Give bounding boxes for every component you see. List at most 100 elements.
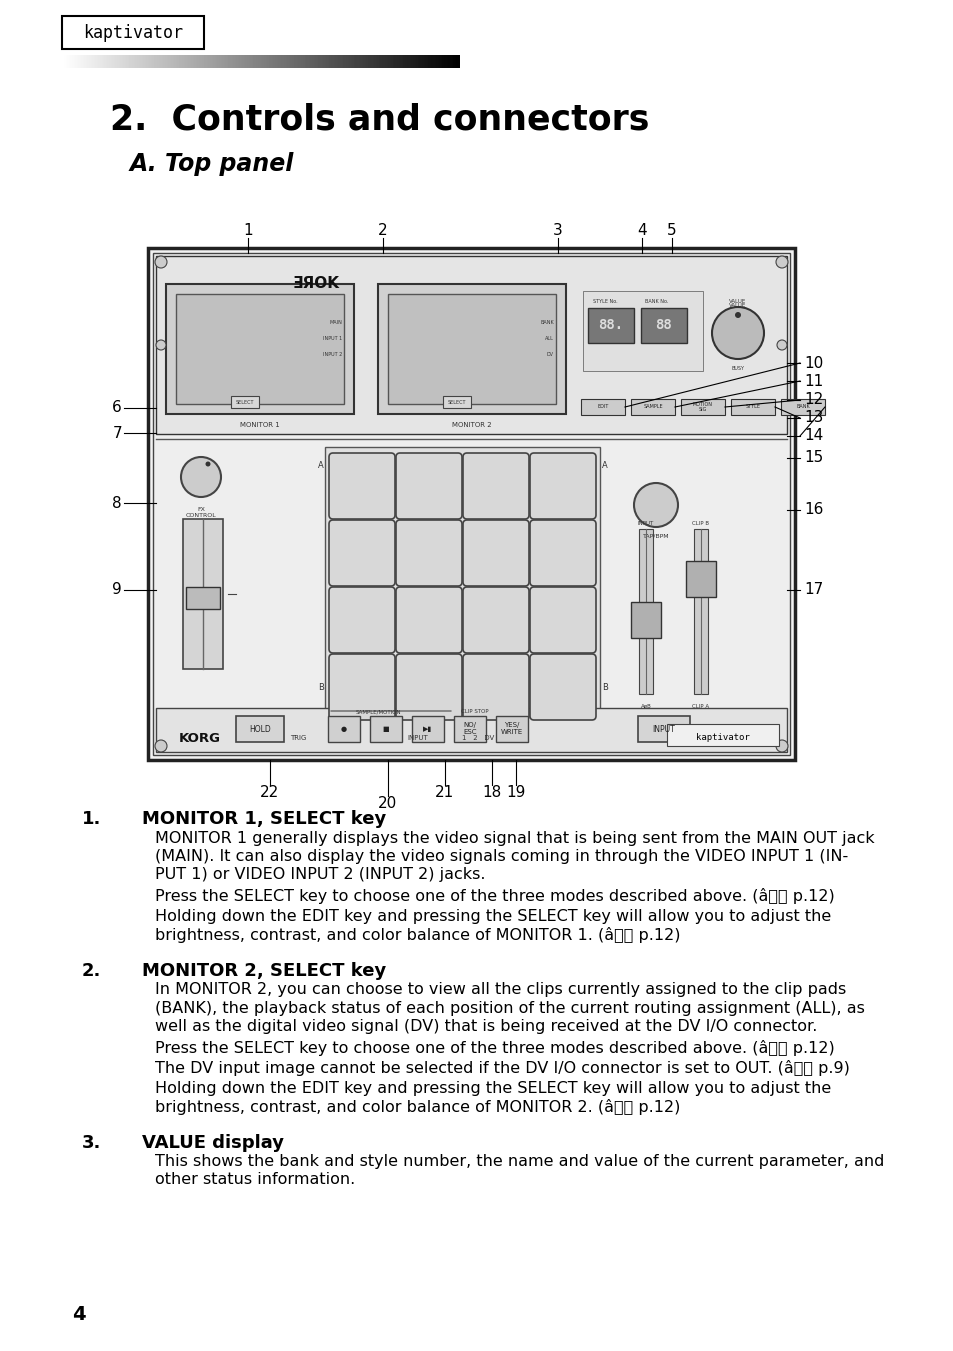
- FancyBboxPatch shape: [395, 654, 461, 720]
- Text: 2.: 2.: [82, 962, 101, 979]
- Text: Press the SELECT key to choose one of the three modes described above. (â p.12: Press the SELECT key to choose one of th…: [154, 1039, 834, 1055]
- Text: well as the digital video signal (DV) that is being received at the DV I/O conne: well as the digital video signal (DV) th…: [154, 1019, 817, 1034]
- Text: TRIG: TRIG: [290, 735, 306, 740]
- Text: 14: 14: [803, 428, 822, 443]
- Text: brightness, contrast, and color balance of MONITOR 1. (â p.12): brightness, contrast, and color balance …: [154, 927, 679, 943]
- Bar: [630, 601, 660, 638]
- Text: MONITOR 2, SELECT key: MONITOR 2, SELECT key: [142, 962, 386, 979]
- Text: Holding down the EDIT key and pressing the SELECT key will allow you to adjust t: Holding down the EDIT key and pressing t…: [154, 908, 830, 924]
- Text: 18: 18: [482, 785, 501, 800]
- FancyBboxPatch shape: [395, 586, 461, 653]
- Bar: [370, 716, 401, 742]
- Text: INPUT 2: INPUT 2: [322, 351, 341, 357]
- Text: PUT 1) or VIDEO INPUT 2 (INPUT 2) jacks.: PUT 1) or VIDEO INPUT 2 (INPUT 2) jacks.: [154, 867, 485, 882]
- Text: 15: 15: [803, 450, 822, 466]
- FancyBboxPatch shape: [530, 453, 596, 519]
- Bar: [62, 16, 204, 49]
- Text: (BANK), the playback status of each position of the current routing assignment (: (BANK), the playback status of each posi…: [154, 1001, 864, 1016]
- Circle shape: [775, 740, 787, 753]
- FancyBboxPatch shape: [462, 654, 529, 720]
- Text: ■: ■: [382, 725, 389, 732]
- Circle shape: [776, 340, 786, 350]
- Text: 16: 16: [803, 503, 822, 517]
- Bar: [587, 308, 634, 343]
- Text: MONITOR 1: MONITOR 1: [240, 422, 279, 428]
- FancyBboxPatch shape: [329, 520, 395, 586]
- Text: NO/
ESC: NO/ ESC: [463, 723, 476, 735]
- Text: B: B: [601, 682, 607, 692]
- Circle shape: [734, 312, 740, 317]
- Text: STYLE: STYLE: [744, 404, 760, 409]
- Bar: [377, 284, 565, 413]
- Text: SAMPLE: SAMPLE: [642, 404, 662, 409]
- Bar: [685, 561, 716, 597]
- FancyBboxPatch shape: [329, 453, 395, 519]
- Bar: [454, 716, 485, 742]
- Text: DV: DV: [546, 351, 554, 357]
- FancyBboxPatch shape: [462, 520, 529, 586]
- Text: SELECT: SELECT: [447, 400, 466, 404]
- Text: 22: 22: [260, 785, 279, 800]
- Text: ▶▮: ▶▮: [423, 725, 432, 732]
- Text: kaptivator: kaptivator: [696, 732, 749, 742]
- Bar: [388, 295, 556, 404]
- Text: 2.  Controls and connectors: 2. Controls and connectors: [110, 101, 649, 136]
- Circle shape: [205, 462, 211, 466]
- Text: kaptivator: kaptivator: [83, 23, 183, 42]
- Text: INPUT 1: INPUT 1: [322, 335, 341, 340]
- Text: EDIT: EDIT: [597, 404, 608, 409]
- Text: 8: 8: [112, 496, 122, 511]
- Text: 10: 10: [803, 355, 822, 370]
- Bar: [442, 396, 471, 408]
- Text: 17: 17: [803, 582, 822, 597]
- Text: Holding down the EDIT key and pressing the SELECT key will allow you to adjust t: Holding down the EDIT key and pressing t…: [154, 1081, 830, 1096]
- Bar: [412, 716, 443, 742]
- FancyBboxPatch shape: [462, 453, 529, 519]
- Text: VALUE: VALUE: [729, 299, 746, 304]
- Text: This shows the bank and style number, the name and value of the current paramete: This shows the bank and style number, th…: [154, 1154, 883, 1169]
- Text: 2: 2: [377, 223, 388, 238]
- Text: ƎЯOK: ƎЯOK: [293, 276, 339, 290]
- Text: VALUE: VALUE: [729, 303, 746, 308]
- Text: STYLE No.: STYLE No.: [593, 299, 617, 304]
- Text: 1: 1: [243, 223, 253, 238]
- Text: MONITOR 2: MONITOR 2: [452, 422, 492, 428]
- Bar: [638, 716, 689, 742]
- Bar: [639, 530, 652, 694]
- Text: 4: 4: [637, 223, 646, 238]
- Text: 1.: 1.: [82, 811, 101, 828]
- FancyBboxPatch shape: [530, 586, 596, 653]
- Text: INPUT: INPUT: [652, 724, 675, 734]
- Bar: [680, 399, 724, 415]
- Text: VALUE display: VALUE display: [142, 1133, 284, 1151]
- Text: BANK: BANK: [539, 319, 554, 324]
- Text: MONITOR 1 generally displays the video signal that is being sent from the MAIN O: MONITOR 1 generally displays the video s…: [154, 831, 874, 846]
- Circle shape: [156, 340, 166, 350]
- Bar: [156, 255, 786, 434]
- Text: 3: 3: [553, 223, 562, 238]
- Text: TAP/BPM: TAP/BPM: [642, 534, 669, 538]
- Circle shape: [711, 307, 763, 359]
- Text: 88: 88: [655, 317, 672, 332]
- Text: 1   2   DV: 1 2 DV: [461, 735, 494, 740]
- Bar: [640, 308, 686, 343]
- Text: MONITOR 1, SELECT key: MONITOR 1, SELECT key: [142, 811, 386, 828]
- Bar: [325, 447, 599, 721]
- Text: CLIP B: CLIP B: [692, 521, 709, 526]
- Text: brightness, contrast, and color balance of MONITOR 2. (â p.12): brightness, contrast, and color balance …: [154, 1098, 679, 1115]
- Text: 20: 20: [378, 796, 397, 811]
- Text: 13: 13: [803, 411, 822, 426]
- Bar: [630, 399, 675, 415]
- Text: SELECT: SELECT: [235, 400, 254, 404]
- Text: HOLD: HOLD: [249, 724, 271, 734]
- Text: 3.: 3.: [82, 1133, 101, 1151]
- Text: INPUT: INPUT: [638, 521, 654, 526]
- Circle shape: [181, 457, 221, 497]
- Text: BANK: BANK: [796, 404, 809, 409]
- Text: KORG: KORG: [179, 731, 221, 744]
- Circle shape: [775, 255, 787, 267]
- Bar: [582, 290, 702, 372]
- Text: 21: 21: [435, 785, 455, 800]
- FancyBboxPatch shape: [329, 586, 395, 653]
- Bar: [231, 396, 258, 408]
